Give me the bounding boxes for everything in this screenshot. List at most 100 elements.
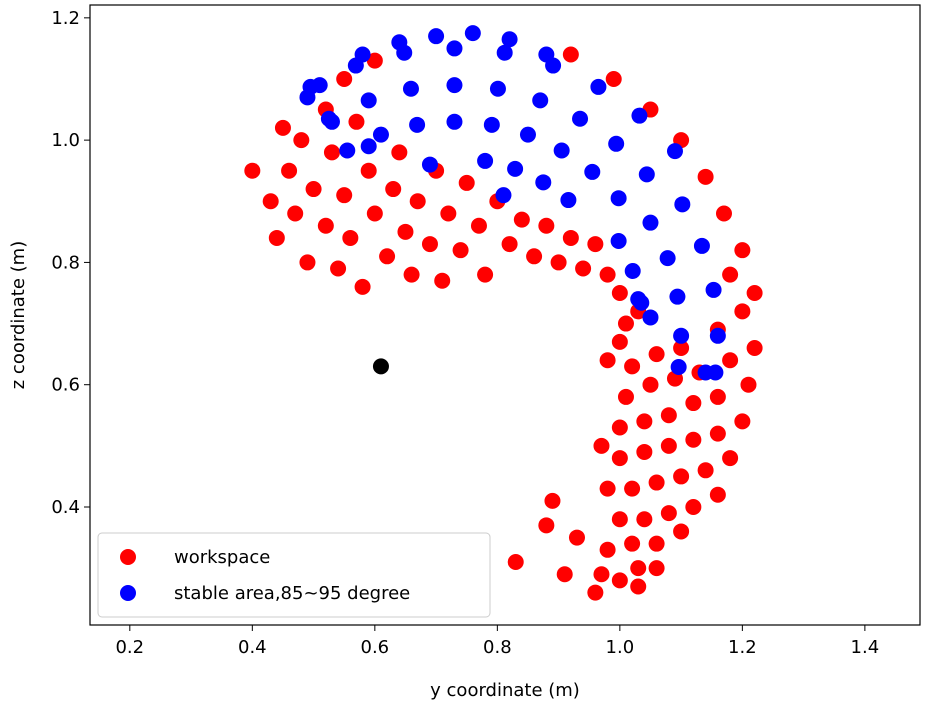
- point: [452, 242, 469, 259]
- point: [323, 144, 340, 161]
- point: [605, 70, 622, 87]
- point: [624, 535, 641, 552]
- point: [624, 358, 641, 375]
- point: [611, 419, 628, 436]
- point: [673, 340, 690, 357]
- point: [428, 28, 445, 45]
- point: [268, 229, 285, 246]
- point: [464, 25, 481, 42]
- point: [446, 40, 463, 57]
- point: [342, 229, 359, 246]
- point: [666, 143, 683, 160]
- point: [673, 327, 690, 344]
- point: [642, 214, 659, 231]
- x-axis-label: y coordinate (m): [430, 680, 580, 701]
- point: [709, 388, 726, 405]
- point: [709, 327, 726, 344]
- point: [630, 578, 647, 595]
- point: [366, 52, 383, 69]
- point: [305, 181, 322, 198]
- point: [593, 437, 610, 454]
- point: [403, 266, 420, 283]
- point: [697, 168, 714, 185]
- point: [746, 284, 763, 301]
- legend-box: [97, 532, 491, 618]
- point: [648, 474, 665, 491]
- point: [648, 346, 665, 363]
- point: [587, 584, 604, 601]
- point: [608, 135, 625, 152]
- point: [409, 116, 426, 133]
- point: [360, 162, 377, 179]
- point: [734, 303, 751, 320]
- x-tick-label: 0.8: [483, 637, 512, 658]
- point: [709, 486, 726, 503]
- point: [599, 541, 616, 558]
- x-tick-label: 0.4: [238, 637, 267, 658]
- point: [538, 46, 555, 63]
- point: [631, 107, 648, 124]
- point: [642, 309, 659, 326]
- point: [746, 340, 763, 357]
- point: [705, 281, 722, 298]
- point: [685, 498, 702, 515]
- point: [715, 205, 732, 222]
- point: [513, 211, 530, 228]
- point: [673, 468, 690, 485]
- point: [299, 89, 316, 106]
- point: [348, 113, 365, 130]
- point: [660, 505, 677, 522]
- point: [611, 572, 628, 589]
- legend-marker: [120, 585, 136, 601]
- point: [660, 437, 677, 454]
- point: [685, 431, 702, 448]
- point: [336, 187, 353, 204]
- point: [624, 262, 641, 279]
- point: [293, 132, 310, 149]
- point: [440, 205, 457, 222]
- point: [740, 376, 757, 393]
- point: [722, 266, 739, 283]
- point: [636, 511, 653, 528]
- point: [734, 413, 751, 430]
- point: [507, 160, 524, 177]
- point: [611, 284, 628, 301]
- point: [402, 80, 419, 97]
- point: [489, 80, 506, 97]
- point: [697, 364, 714, 381]
- point: [550, 254, 567, 271]
- point: [360, 92, 377, 109]
- point: [556, 566, 573, 583]
- point: [496, 44, 513, 61]
- point: [317, 217, 334, 234]
- point: [669, 288, 686, 305]
- point: [477, 152, 494, 169]
- point: [495, 187, 512, 204]
- legend-label: workspace: [174, 547, 270, 568]
- point: [693, 237, 710, 254]
- point: [501, 236, 518, 253]
- point: [617, 315, 634, 332]
- point: [372, 358, 389, 375]
- point: [434, 272, 451, 289]
- point: [458, 174, 475, 191]
- point: [409, 193, 426, 210]
- y-tick-label: 0.6: [51, 375, 80, 396]
- point: [483, 116, 500, 133]
- x-tick-label: 0.6: [361, 637, 390, 658]
- point: [526, 248, 543, 265]
- point: [421, 156, 438, 173]
- point: [507, 554, 524, 571]
- point: [262, 193, 279, 210]
- point: [281, 162, 298, 179]
- point: [379, 248, 396, 265]
- point: [519, 126, 536, 143]
- point: [611, 511, 628, 528]
- point: [562, 229, 579, 246]
- point: [709, 425, 726, 442]
- point: [630, 560, 647, 577]
- point: [535, 174, 552, 191]
- x-tick-label: 1.2: [728, 637, 757, 658]
- legend-label: stable area,85~95 degree: [174, 583, 410, 604]
